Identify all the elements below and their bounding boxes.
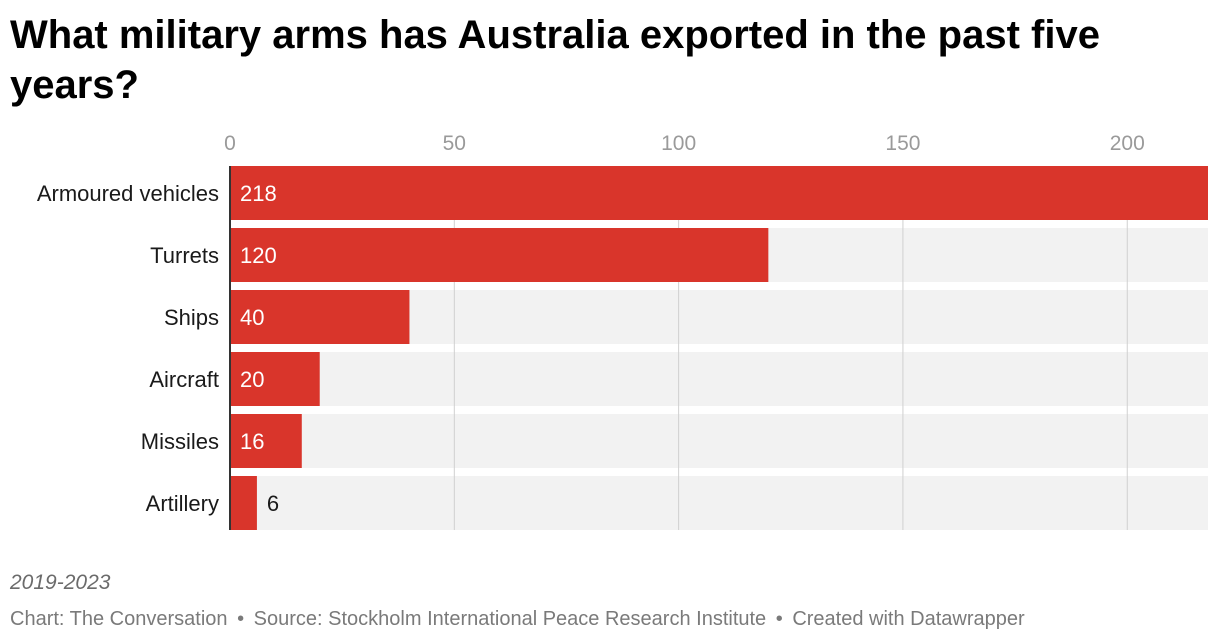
value-label: 120 [240, 243, 277, 268]
footer-separator: • [237, 608, 245, 630]
x-tick-label: 50 [443, 132, 466, 155]
bar-artillery [230, 476, 257, 530]
gridlines [453, 166, 1128, 530]
chart-credit: Chart: The Conversation [10, 608, 228, 630]
bar-aircraft [230, 352, 320, 406]
footer-separator: • [775, 608, 783, 630]
bar-track [230, 352, 1208, 406]
bar-turrets [230, 228, 769, 282]
chart-notes: 2019-2023 [10, 571, 111, 594]
value-label: 6 [267, 491, 279, 516]
value-label: 20 [240, 367, 264, 392]
category-label: Missiles [141, 429, 219, 454]
chart-title: What military arms has Australia exporte… [10, 13, 1100, 107]
category-labels: Armoured vehicles Turrets Ships Aircraft Mis… [37, 181, 219, 516]
value-label: 40 [240, 305, 264, 330]
bar-track [230, 414, 1208, 468]
value-label: 218 [240, 181, 277, 206]
bar-ships [230, 290, 410, 344]
category-label: Ships [164, 305, 219, 330]
source-note: Source: Stockholm International Peace Re… [253, 608, 767, 630]
created-with-note: Created with Datawrapper [792, 608, 1025, 630]
value-label: 16 [240, 429, 264, 454]
chart-footer: Chart: The Conversation • Source: Stockh… [10, 608, 1025, 631]
x-tick-label: 100 [661, 132, 696, 155]
category-label: Aircraft [149, 367, 219, 392]
bar-missiles [230, 414, 302, 468]
x-tick-label: 0 [224, 132, 236, 155]
bar-chart: 0 50 100 150 200 Armoured vehicles Turrets Shi… [37, 132, 1208, 530]
value-labels: 218 120 40 20 16 6 [240, 181, 279, 516]
category-label: Turrets [150, 243, 219, 268]
category-label: Armoured vehicles [37, 181, 219, 206]
bar-track [230, 476, 1208, 530]
x-axis-ticks: 0 50 100 150 200 [224, 132, 1145, 155]
bars [230, 166, 1208, 530]
category-label: Artillery [146, 491, 219, 516]
x-tick-label: 200 [1110, 132, 1145, 155]
bar-tracks [230, 166, 1208, 530]
x-tick-label: 150 [885, 132, 920, 155]
bar-armoured-vehicles [230, 166, 1208, 220]
